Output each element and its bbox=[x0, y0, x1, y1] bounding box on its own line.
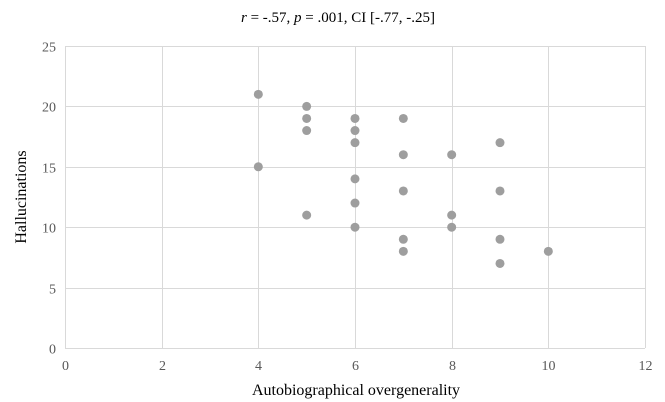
data-point bbox=[495, 258, 505, 268]
x-tick-label: 12 bbox=[639, 359, 653, 374]
x-tick-label: 0 bbox=[62, 359, 69, 374]
y-tick-label: 20 bbox=[42, 101, 56, 116]
data-points bbox=[253, 89, 553, 268]
data-point bbox=[302, 210, 312, 220]
x-tick-label: 6 bbox=[352, 359, 359, 374]
data-point bbox=[350, 198, 360, 208]
data-point bbox=[253, 162, 263, 172]
chart-title-part: r bbox=[241, 10, 247, 26]
data-point bbox=[302, 126, 312, 136]
data-point bbox=[350, 222, 360, 232]
y-tick-label: 0 bbox=[49, 343, 56, 358]
data-point bbox=[495, 186, 505, 196]
data-point bbox=[350, 174, 360, 184]
data-point bbox=[302, 113, 312, 123]
y-tick-label: 25 bbox=[42, 41, 56, 56]
x-tick-label: 10 bbox=[542, 359, 556, 374]
chart-title-part: = .001, CI [-.77, -.25] bbox=[302, 10, 435, 26]
data-point bbox=[495, 138, 505, 148]
chart-title-part: = -.57, bbox=[247, 10, 294, 26]
x-tick-labels: 0 2 4 6 8 10 12 bbox=[62, 359, 653, 374]
data-point bbox=[350, 126, 360, 136]
chart-title-part: p bbox=[293, 10, 302, 26]
data-point bbox=[398, 186, 408, 196]
data-point bbox=[447, 222, 457, 232]
x-tick-label: 4 bbox=[255, 359, 262, 374]
data-point bbox=[495, 234, 505, 244]
x-tick-label: 8 bbox=[449, 359, 456, 374]
y-tick-label: 5 bbox=[49, 283, 56, 298]
x-axis-title: Autobiographical overgenerality bbox=[252, 382, 460, 399]
data-point bbox=[447, 150, 457, 160]
y-axis-title: Hallucinations bbox=[13, 150, 30, 243]
data-point bbox=[543, 246, 553, 256]
data-point bbox=[398, 113, 408, 123]
y-tick-label: 15 bbox=[42, 162, 56, 177]
data-point bbox=[398, 246, 408, 256]
data-point bbox=[253, 89, 263, 99]
data-point bbox=[350, 113, 360, 123]
y-tick-label: 10 bbox=[42, 222, 56, 237]
chart-title: r = -.57, p = .001, CI [-.77, -.25] bbox=[241, 10, 435, 26]
grid-lines bbox=[65, 46, 646, 349]
data-point bbox=[447, 210, 457, 220]
x-tick-label: 2 bbox=[159, 359, 166, 374]
data-point bbox=[350, 138, 360, 148]
data-point bbox=[398, 150, 408, 160]
data-point bbox=[302, 101, 312, 111]
y-tick-labels: 0 5 10 15 20 25 bbox=[42, 41, 56, 358]
data-point bbox=[398, 234, 408, 244]
